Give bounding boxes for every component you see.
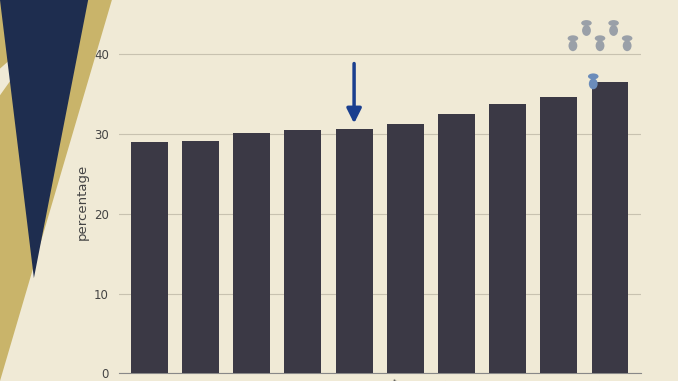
Bar [336, 128, 372, 373]
Y-axis label: percentage: percentage [75, 164, 89, 240]
Bar [131, 142, 167, 373]
Bar [387, 124, 424, 373]
Bar [182, 141, 219, 373]
Bar [592, 82, 629, 373]
Bar [233, 133, 270, 373]
Bar [540, 97, 577, 373]
Bar [285, 130, 321, 373]
Bar [490, 104, 526, 373]
Bar [438, 114, 475, 373]
